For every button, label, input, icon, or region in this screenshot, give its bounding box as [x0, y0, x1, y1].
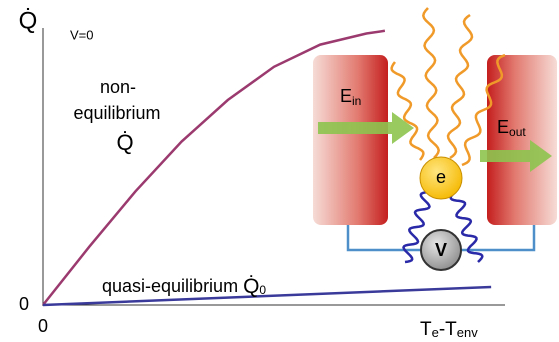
energy-label-sub: in	[352, 94, 361, 108]
annotation: V=0	[70, 27, 94, 42]
figure: Q̇ V=0 Te-Tenv eVEinEout 00non-equilibri…	[0, 0, 559, 342]
electron-label: e	[436, 167, 446, 187]
series-label-text: quasi-equilibrium	[102, 276, 238, 296]
energy-label-main: E	[340, 86, 352, 106]
x-tick-label: 0	[38, 316, 48, 336]
voltmeter-label: V	[435, 240, 447, 260]
energy-label-main: E	[497, 117, 509, 137]
x-label-part: -T	[439, 319, 457, 340]
photon	[423, 8, 438, 158]
series-label: equilibrium	[73, 103, 160, 123]
x-label-part: env	[457, 325, 478, 340]
series-label-symbol: Q̇	[243, 275, 259, 298]
y-tick-label: 0	[19, 294, 29, 314]
left-electrode	[313, 55, 388, 225]
series-label-subscript: 0	[259, 283, 266, 297]
x-axis-label: Te-Tenv	[420, 319, 478, 340]
x-label-part: e	[432, 325, 439, 340]
series-label: Q̇	[116, 130, 133, 155]
energy-label-sub: out	[509, 125, 526, 139]
x-label-part: T	[420, 319, 432, 340]
y-axis-label: Q̇	[19, 7, 38, 35]
photon	[392, 62, 424, 160]
photon	[448, 15, 472, 158]
series-label: non-	[100, 77, 136, 97]
